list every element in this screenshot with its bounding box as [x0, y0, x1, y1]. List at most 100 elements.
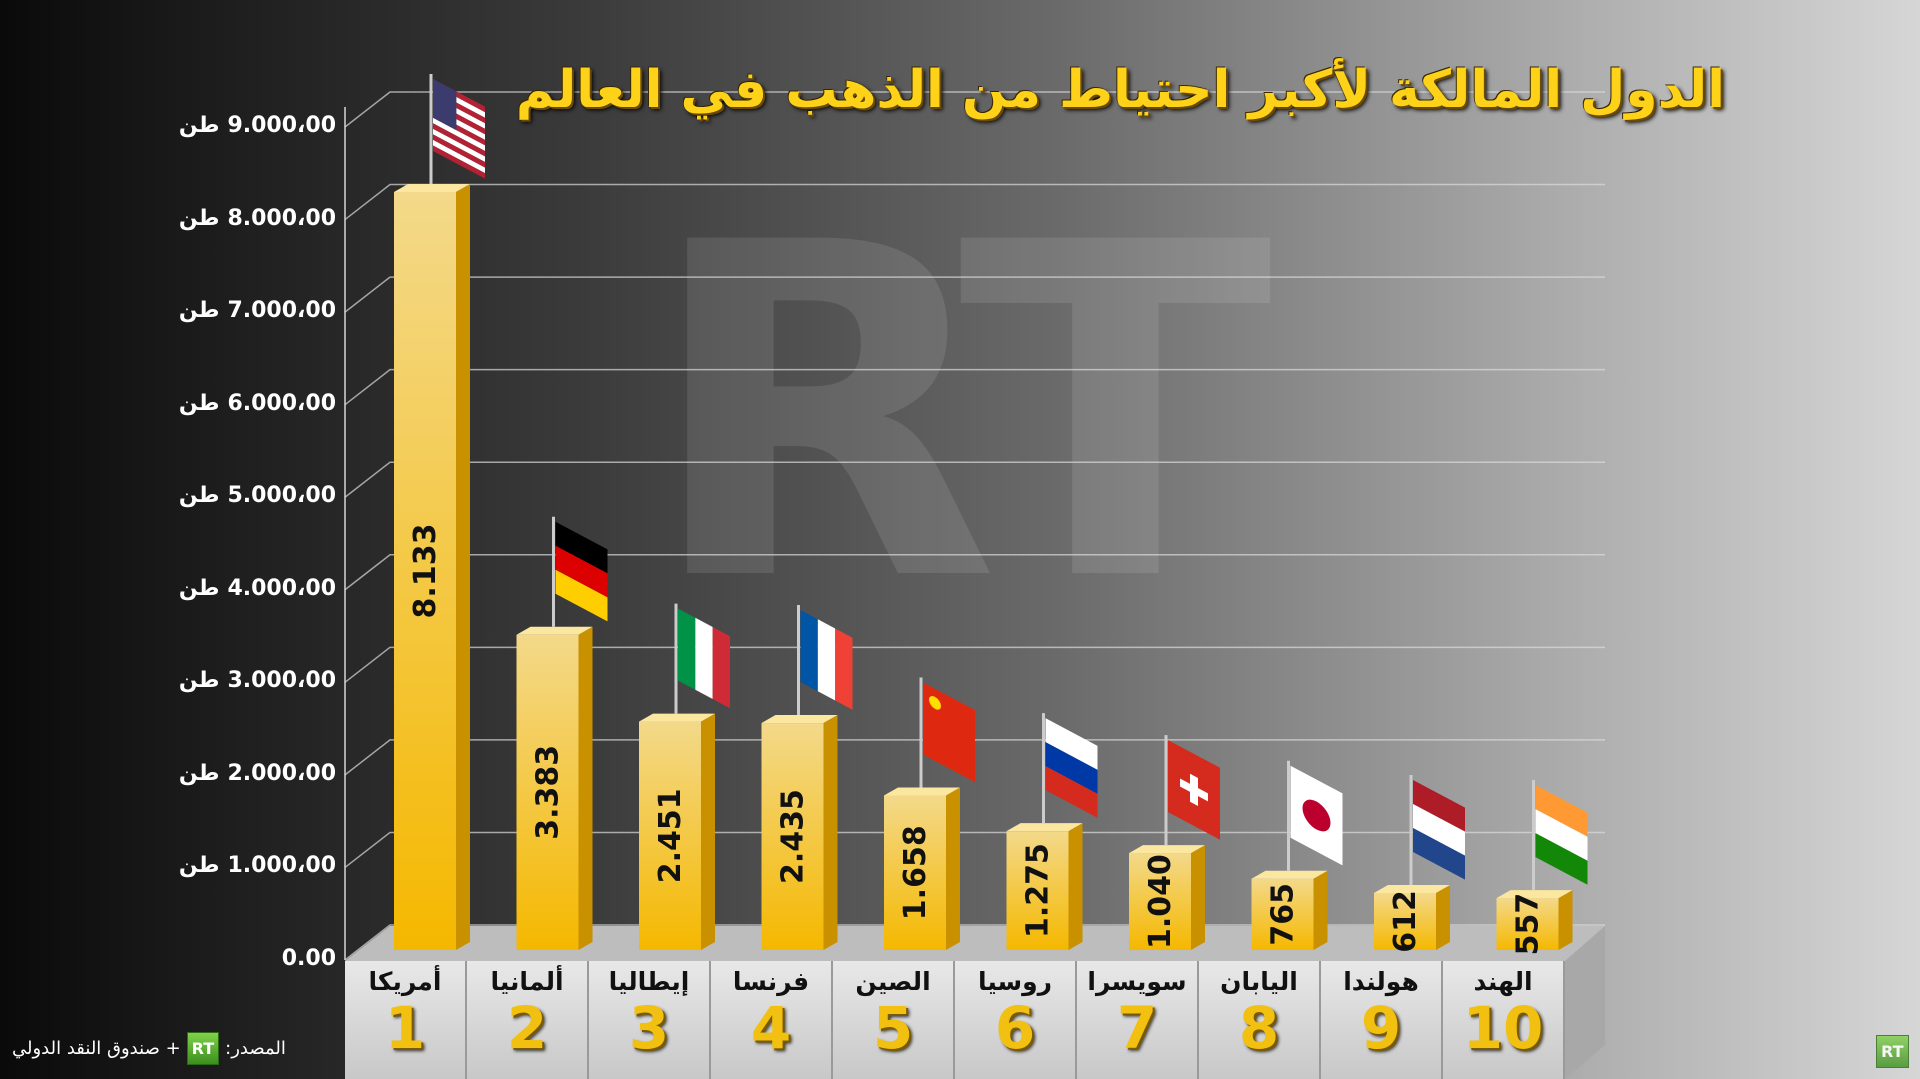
- y-tick-label: طن 9.000،00: [179, 113, 336, 138]
- bar-side: [456, 184, 470, 950]
- floor-side: [1565, 926, 1605, 1079]
- category-cell: أمريكا 1: [345, 961, 467, 1079]
- y-tick-value: 9.000،00: [227, 113, 336, 138]
- bar-value-label: 1.658: [898, 825, 933, 920]
- country-name: فرنسا: [732, 967, 810, 996]
- category-cell: اليابان 8: [1199, 961, 1321, 1079]
- country-name: سويسرا: [1087, 967, 1187, 996]
- bar-top: [1129, 845, 1205, 854]
- category-cell: سويسرا 7: [1077, 961, 1199, 1079]
- bar-top: [884, 787, 960, 796]
- bar-1: 8.133: [394, 74, 485, 950]
- gridline: [344, 461, 1605, 498]
- flag-russia: [1045, 718, 1098, 818]
- bar-top: [1374, 884, 1450, 893]
- rank-number: 2: [506, 994, 548, 1062]
- flag-switzerland: [1168, 740, 1220, 840]
- bar-7: 1.040: [1129, 735, 1220, 950]
- y-tick-unit: طن: [178, 205, 220, 231]
- flag-usa: [433, 79, 485, 179]
- bar-6: 1.275: [1006, 713, 1098, 950]
- rt-logo: RT: [186, 1032, 220, 1065]
- bar-side: [946, 787, 960, 950]
- flag-netherlands: [1413, 779, 1465, 880]
- bar-side: [1436, 884, 1450, 950]
- gridline: [344, 739, 1605, 776]
- y-tick-unit: طن: [178, 390, 220, 416]
- y-tick-value: 2.000،00: [227, 760, 336, 786]
- y-tick-unit: طن: [178, 575, 220, 601]
- country-name: ألمانيا: [490, 967, 564, 996]
- bar-side: [701, 713, 715, 950]
- bar-front: [516, 634, 579, 950]
- flag-germany: [555, 521, 608, 622]
- country-name: أمريكا: [368, 967, 442, 996]
- y-tick-value: 7.000،00: [227, 298, 336, 324]
- bar-side: [578, 626, 593, 950]
- bar-front: [1251, 878, 1314, 950]
- category-cell: إيطاليا 3: [589, 961, 711, 1079]
- bar-value-label: 1.040: [1143, 854, 1178, 949]
- rank-number: 7: [1116, 994, 1158, 1062]
- bar-5: 1.658: [884, 677, 975, 950]
- gridline: [344, 276, 1605, 313]
- bar-3: 2.451: [639, 603, 731, 950]
- y-tick-label: طن 2.000،00: [179, 761, 336, 786]
- corner-rt-logo: RT: [1876, 1035, 1909, 1068]
- bar-side: [1068, 823, 1083, 950]
- bar-front: [761, 723, 824, 950]
- flag-india: [1535, 785, 1588, 885]
- bar-value-label: 557: [1511, 893, 1546, 956]
- bar-front: [1374, 892, 1436, 950]
- rank-number: 6: [994, 994, 1036, 1062]
- bar-9: 612: [1374, 774, 1465, 953]
- category-cell: الصين 5: [833, 961, 955, 1079]
- category-panel: أمريكا 1 ألمانيا 2 إيطاليا 3 فرنسا 4 الصين 5 روسيا…: [345, 961, 1565, 1079]
- bar-top: [761, 715, 838, 724]
- y-tick-label: طن 4.000،00: [179, 576, 336, 601]
- gridline: [344, 91, 1605, 128]
- bar-10: 557: [1496, 780, 1588, 956]
- bar-side: [1313, 870, 1328, 950]
- y-tick-unit: طن: [178, 113, 220, 138]
- bar-8: 765: [1251, 760, 1343, 950]
- bar-top: [1006, 823, 1083, 832]
- bar-front: [394, 192, 456, 950]
- category-cell: ألمانيا 2: [467, 961, 589, 1079]
- y-tick-value: 6.000،00: [227, 390, 336, 416]
- y-tick-label: طن 8.000،00: [179, 206, 336, 231]
- flag-italy: [678, 608, 731, 709]
- country-name: اليابان: [1220, 967, 1298, 996]
- bar-top: [1251, 870, 1328, 879]
- chart-title: الدول المالكة لأكبر احتياط من الذهب في ا…: [515, 60, 1725, 120]
- y-tick-unit: طن: [178, 760, 220, 786]
- rank-number: 10: [1462, 994, 1544, 1062]
- gridline: [344, 831, 1605, 869]
- y-tick-label: طن 6.000،00: [179, 391, 336, 416]
- bar-value-label: 2.451: [653, 788, 688, 883]
- bar-value-label: 612: [1388, 890, 1423, 953]
- rank-number: 3: [628, 994, 670, 1062]
- bar-4: 2.435: [761, 605, 853, 950]
- source-prefix: المصدر:: [225, 1038, 286, 1059]
- flag-france: [800, 610, 853, 710]
- country-name: روسيا: [977, 967, 1053, 996]
- flag-japan: [1290, 765, 1343, 866]
- y-tick-label: 0.00: [274, 946, 336, 971]
- y-tick-unit: طن: [178, 483, 220, 509]
- bar-top: [516, 626, 593, 635]
- bar-front: [1496, 898, 1559, 950]
- bar-value-label: 765: [1266, 883, 1301, 946]
- bar-top: [394, 184, 470, 193]
- y-tick-value: 5.000،00: [227, 483, 336, 509]
- category-cell: هولندا 9: [1321, 961, 1443, 1079]
- bar-value-label: 3.383: [531, 745, 566, 840]
- bar-front: [1006, 831, 1069, 950]
- y-tick-value: 3.000،00: [227, 668, 336, 694]
- y-tick-value: 4.000،00: [227, 575, 336, 601]
- rank-number: 9: [1360, 994, 1402, 1062]
- bar-value-label: 8.133: [408, 524, 443, 619]
- rank-number: 4: [750, 994, 792, 1062]
- country-name: إيطاليا: [608, 967, 690, 996]
- y-tick-value: 0.00: [281, 946, 336, 971]
